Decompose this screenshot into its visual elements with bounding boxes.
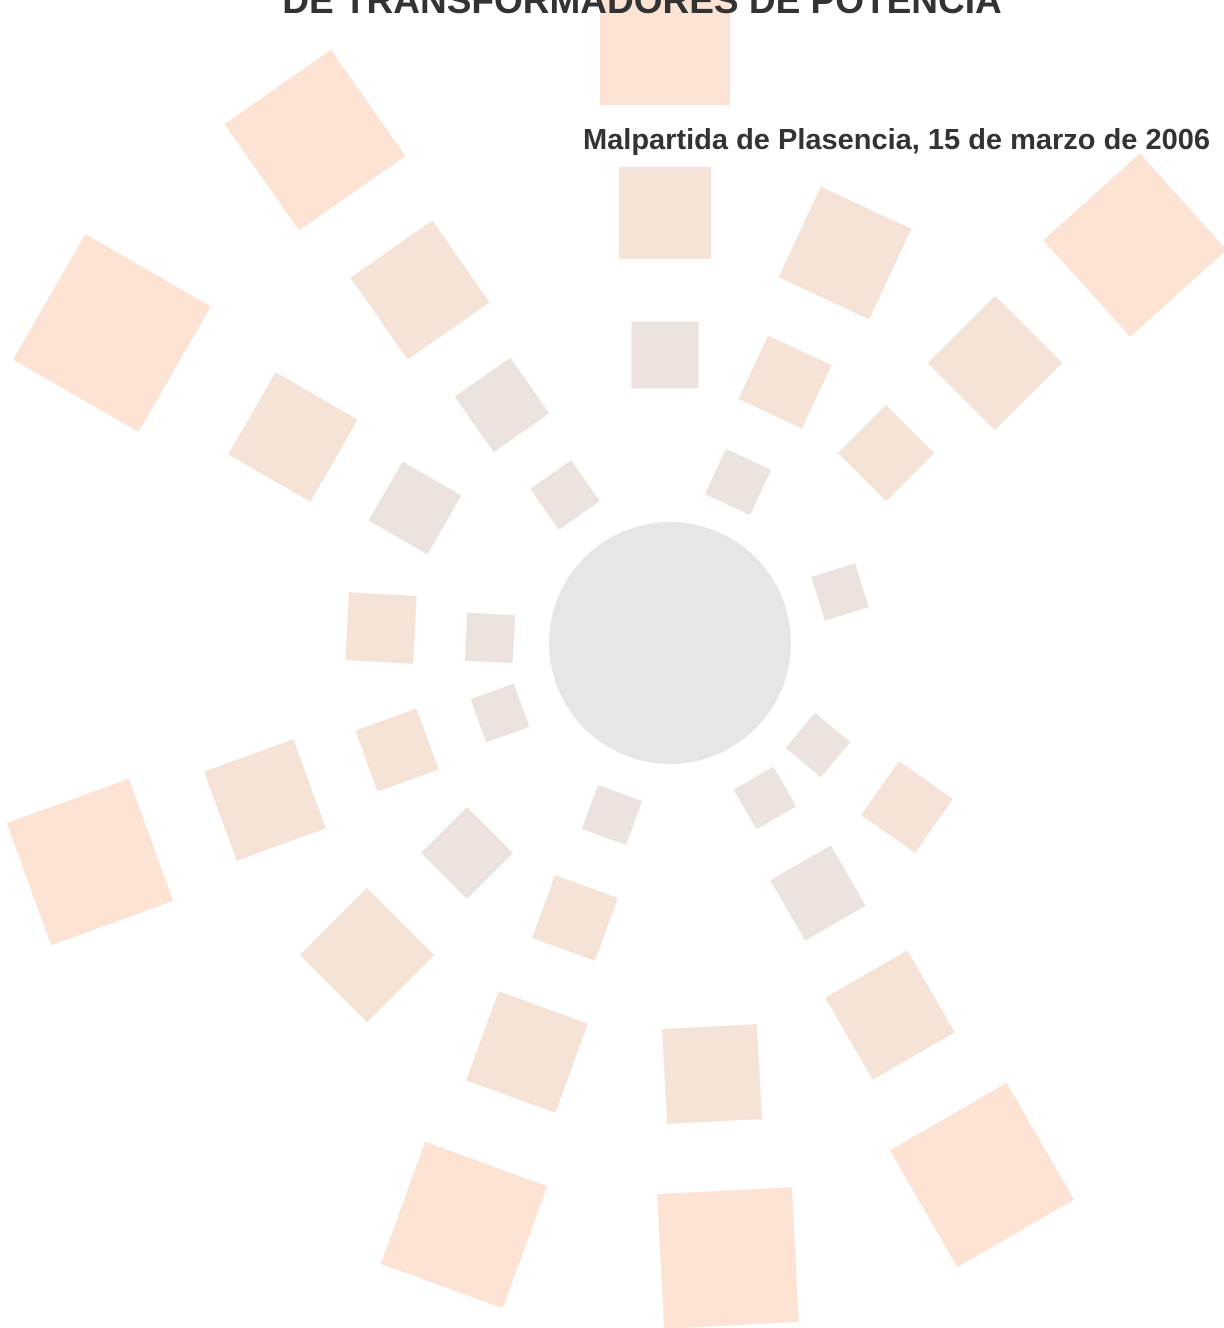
decor-square	[657, 1187, 799, 1328]
decor-square	[733, 766, 797, 830]
decor-square	[345, 592, 417, 664]
decor-square	[927, 295, 1063, 431]
decor-square	[619, 167, 711, 259]
decor-square	[299, 887, 435, 1023]
decor-square	[704, 448, 772, 516]
decor-square	[738, 335, 832, 429]
decor-square	[470, 683, 530, 743]
decor-square	[224, 49, 406, 231]
center-circle	[549, 522, 791, 764]
decor-square	[350, 220, 490, 360]
decor-square	[631, 321, 699, 389]
decor-square	[530, 460, 600, 530]
decor-square	[12, 233, 212, 433]
decor-square	[770, 845, 866, 941]
decor-square	[811, 563, 869, 621]
decor-square	[532, 875, 618, 961]
decor-square	[6, 778, 174, 946]
decor-square	[662, 1024, 762, 1124]
decor-square	[861, 761, 953, 853]
decor-square	[204, 739, 326, 861]
decor-square	[228, 372, 358, 502]
decor-square	[837, 404, 935, 502]
decor-square	[421, 807, 513, 899]
decor-square	[778, 186, 912, 320]
decor-square	[355, 708, 439, 792]
decor-square	[600, 0, 730, 105]
decor-square	[1043, 153, 1224, 337]
decor-square	[380, 1141, 548, 1309]
decor-square	[368, 461, 462, 555]
decor-square	[825, 950, 955, 1080]
decor-square	[454, 357, 550, 453]
decor-square	[889, 1082, 1075, 1268]
decor-square	[466, 991, 588, 1113]
decor-square	[581, 784, 643, 846]
date-line: Malpartida de Plasencia, 15 de marzo de …	[582, 124, 1210, 156]
decor-square	[464, 612, 516, 664]
title: DE TRANSFORMADORES DE POTENCIA	[282, 0, 1002, 21]
decor-square	[785, 712, 851, 778]
